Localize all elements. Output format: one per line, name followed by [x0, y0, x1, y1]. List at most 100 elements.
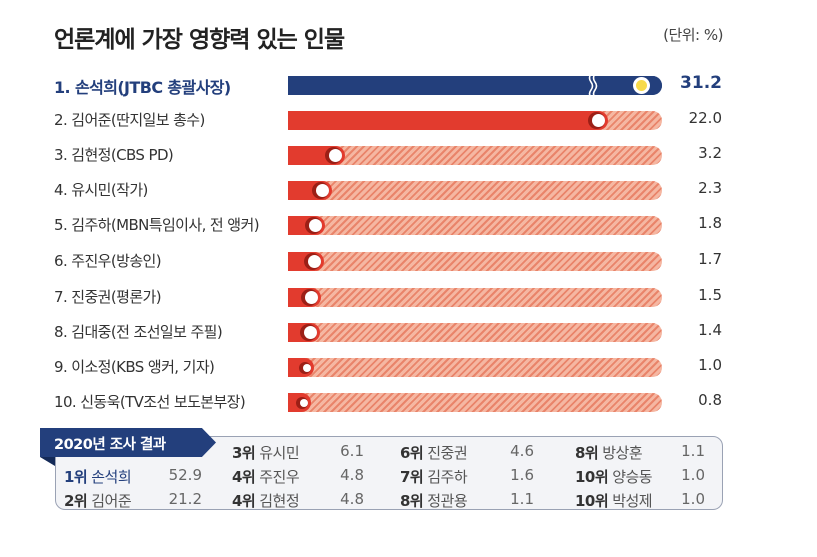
survey-rank: 10위 [575, 492, 609, 510]
bar-value: 1.8 [698, 214, 722, 232]
bar-row: 5. 김주하(MBN특임이사, 전 앵커) 1.8 [0, 212, 817, 238]
bar-track [288, 146, 662, 165]
bar-value: 1.7 [698, 250, 722, 268]
survey-entry: 1위 손석희 [64, 466, 132, 487]
survey-entry: 7위 김주하 [400, 466, 468, 487]
bar-track [288, 181, 662, 200]
bar-fill [288, 111, 608, 130]
survey-name: 진중권 [427, 444, 468, 462]
value-marker-dot [300, 398, 309, 407]
bar-label: 6. 주진우(방송인) [54, 252, 162, 270]
bar-row: 10. 신동욱(TV조선 보도본부장) 0.8 [0, 389, 817, 415]
bar-row: 6. 주진우(방송인) 1.7 [0, 248, 817, 274]
survey-rank: 6위 [400, 444, 424, 462]
bar-track [288, 216, 662, 235]
bar-value: 22.0 [688, 109, 722, 127]
survey-entry: 4위 김현정 [232, 490, 300, 511]
survey-entry: 4위 주진우 [232, 466, 300, 487]
bar-row: 4. 유시민(작가) 2.3 [0, 177, 817, 203]
survey-value: 1.0 [681, 490, 705, 508]
survey-entry: 3위 유시민 [232, 442, 300, 463]
bar-track [288, 252, 662, 271]
bar-row: 1. 손석희(JTBC 총괄사장) 31.2 [0, 72, 817, 98]
bar-value: 2.3 [698, 179, 722, 197]
bar-fill [288, 358, 314, 377]
survey-name: 박성제 [612, 492, 653, 510]
survey-name: 김현정 [259, 492, 300, 510]
bar-value: 3.2 [698, 144, 722, 162]
bar-value: 1.4 [698, 321, 722, 339]
survey-entry: 10위 박성제 [575, 490, 653, 511]
survey-name: 김주하 [427, 468, 468, 486]
bar-track [288, 74, 662, 97]
survey-2020-tab-fold [40, 457, 55, 466]
survey-rank: 8위 [575, 444, 599, 462]
bar-label: 1. 손석희(JTBC 총괄사장) [54, 78, 231, 97]
survey-value: 4.6 [510, 442, 534, 460]
bar-label: 7. 진중권(평론가) [54, 288, 162, 306]
bar-fill [288, 76, 662, 95]
survey-value: 1.1 [681, 442, 705, 460]
survey-name: 손석희 [91, 468, 132, 486]
bar-value: 31.2 [680, 73, 722, 93]
survey-value: 6.1 [340, 442, 364, 460]
survey-entry: 10위 양승동 [575, 466, 653, 487]
value-marker-dot [307, 255, 321, 268]
survey-rank: 1위 [64, 468, 88, 486]
survey-rank: 10위 [575, 468, 609, 486]
survey-name: 김어준 [91, 492, 132, 510]
unit-label: (단위: %) [663, 26, 723, 44]
survey-rank: 8위 [400, 492, 424, 510]
survey-name: 유시민 [259, 444, 300, 462]
bar-row: 3. 김현정(CBS PD) 3.2 [0, 142, 817, 168]
bar-track [288, 358, 662, 377]
bar-track [288, 288, 662, 307]
survey-value: 1.0 [681, 466, 705, 484]
value-marker-dot [303, 363, 311, 372]
survey-2020-tab: 2020년 조사 결과 [40, 428, 216, 457]
value-marker-dot [309, 219, 323, 232]
bar-track [288, 393, 662, 412]
survey-value: 52.9 [168, 466, 202, 484]
bar-value: 0.8 [698, 391, 722, 409]
survey-rank: 7위 [400, 468, 424, 486]
bar-label: 2. 김어준(딴지일보 총수) [54, 111, 205, 129]
bar-track [288, 111, 662, 130]
value-marker-dot [316, 184, 330, 197]
value-marker-dot [636, 80, 647, 91]
survey-rank: 3위 [232, 444, 256, 462]
survey-value: 1.6 [510, 466, 534, 484]
survey-value: 1.1 [510, 490, 534, 508]
survey-name: 주진우 [259, 468, 300, 486]
bar-label: 4. 유시민(작가) [54, 181, 148, 199]
survey-entry: 6위 진중권 [400, 442, 468, 463]
bar-label: 3. 김현정(CBS PD) [54, 146, 174, 164]
survey-name: 방상훈 [602, 444, 643, 462]
survey-rank: 4위 [232, 492, 256, 510]
survey-entry: 2위 김어준 [64, 490, 132, 511]
chart-title: 언론계에 가장 영향력 있는 인물 [54, 27, 345, 53]
value-marker-dot [328, 149, 342, 162]
survey-entry: 8위 정관용 [400, 490, 468, 511]
value-marker-dot [592, 114, 605, 127]
bar-label: 9. 이소정(KBS 앵커, 기자) [54, 358, 215, 376]
survey-name: 정관용 [427, 492, 468, 510]
value-marker-dot [303, 326, 317, 339]
survey-value: 21.2 [168, 490, 202, 508]
bar-track [288, 323, 662, 342]
survey-name: 양승동 [612, 468, 653, 486]
survey-entry: 8위 방상훈 [575, 442, 643, 463]
survey-value: 4.8 [340, 466, 364, 484]
survey-rank: 4위 [232, 468, 256, 486]
bar-value: 1.5 [698, 286, 722, 304]
bar-label: 10. 신동욱(TV조선 보도본부장) [54, 393, 246, 411]
bar-value: 1.0 [698, 356, 722, 374]
bar-row: 2. 김어준(딴지일보 총수) 22.0 [0, 107, 817, 133]
bar-label: 8. 김대중(전 조선일보 주필) [54, 323, 223, 341]
bar-row: 9. 이소정(KBS 앵커, 기자) 1.0 [0, 354, 817, 380]
survey-value: 4.8 [340, 490, 364, 508]
bar-fill [288, 393, 312, 412]
bar-label: 5. 김주하(MBN특임이사, 전 앵커) [54, 216, 260, 234]
bar-row: 8. 김대중(전 조선일보 주필) 1.4 [0, 319, 817, 345]
survey-rank: 2위 [64, 492, 88, 510]
